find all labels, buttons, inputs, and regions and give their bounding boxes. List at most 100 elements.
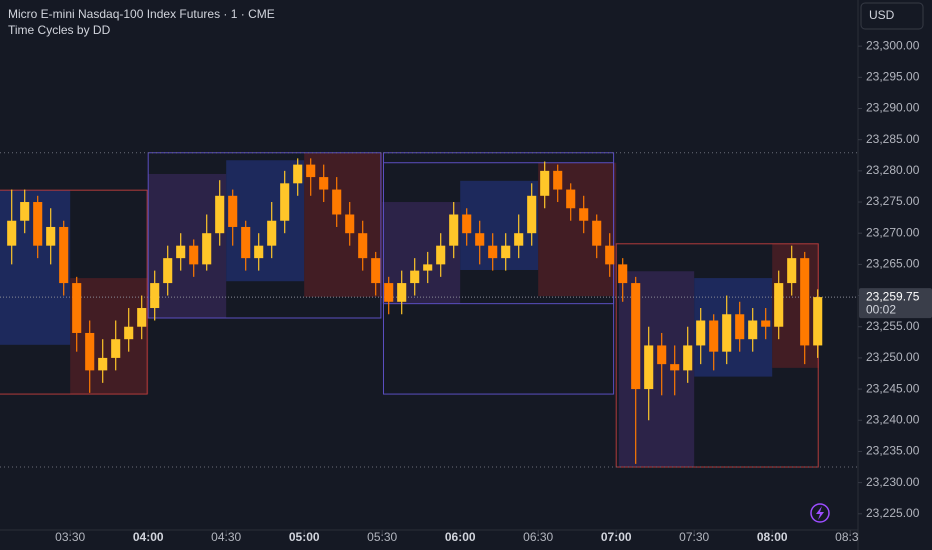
- cycle-fill: [304, 152, 383, 297]
- candle-body: [787, 258, 797, 284]
- candle-body: [566, 189, 576, 209]
- candle-body: [462, 214, 472, 234]
- cycle-fill: [618, 271, 695, 468]
- candle-body: [735, 314, 745, 340]
- last-price-label: 23,259.75: [866, 289, 920, 303]
- candle-body: [293, 164, 303, 184]
- candle-body: [345, 214, 355, 234]
- chart-title: Micro E-mini Nasdaq-100 Index Futures · …: [8, 7, 275, 21]
- candle-body: [33, 202, 43, 246]
- candle-body: [59, 226, 69, 284]
- candle-body: [774, 283, 784, 327]
- cycle-fill: [70, 278, 149, 395]
- currency-button[interactable]: [860, 2, 924, 30]
- candle-body: [267, 220, 277, 246]
- candle-body: [540, 170, 550, 196]
- y-tick-label: 23,225.00: [866, 506, 920, 520]
- candle-body: [592, 220, 602, 246]
- candle-body: [748, 320, 758, 340]
- candle-body: [644, 345, 654, 390]
- x-tick-label: 07:30: [679, 530, 709, 544]
- candle-body: [20, 202, 30, 221]
- candle-body: [358, 233, 368, 259]
- candle-body: [85, 332, 95, 371]
- candle-body: [306, 164, 316, 178]
- candle-body: [501, 245, 511, 259]
- candle-body: [397, 283, 407, 302]
- y-tick-label: 23,295.00: [866, 69, 920, 83]
- y-tick-label: 23,255.00: [866, 319, 920, 333]
- candle-body: [215, 195, 225, 234]
- candle-body: [683, 345, 693, 371]
- candle-body: [150, 283, 160, 309]
- candle-body: [98, 357, 108, 371]
- chart-subtitle: Time Cycles by DD: [8, 23, 111, 37]
- candle-body: [423, 264, 433, 271]
- candle-body: [670, 364, 680, 371]
- x-tick-label: 04:30: [211, 530, 241, 544]
- y-tick-label: 23,240.00: [866, 412, 920, 426]
- x-tick-label: 06:30: [523, 530, 553, 544]
- candle-body: [254, 245, 264, 259]
- candle-body: [72, 283, 82, 333]
- candle-body: [631, 283, 641, 390]
- countdown-label: 00:02: [866, 302, 896, 316]
- candle-body: [813, 297, 823, 346]
- cycle-fill: [538, 162, 617, 297]
- candle-body: [618, 264, 628, 284]
- candle-body: [137, 308, 147, 327]
- candle-body: [527, 195, 537, 234]
- cycle-outline: [383, 152, 615, 395]
- candle-body: [605, 245, 615, 265]
- candle-body: [46, 226, 56, 246]
- candle-body: [384, 283, 394, 302]
- candle-body: [410, 270, 420, 284]
- y-tick-label: 23,230.00: [866, 475, 920, 489]
- plot-area: [0, 152, 858, 468]
- x-tick-label: 06:00: [445, 530, 476, 544]
- candle-body: [436, 245, 446, 265]
- candle-body: [202, 233, 212, 265]
- candle-body: [709, 320, 719, 352]
- x-tick-label: 05:30: [367, 530, 397, 544]
- y-tick-label: 23,285.00: [866, 132, 920, 146]
- last-price-tag: [859, 288, 932, 319]
- x-tick-label: 08:30: [835, 530, 865, 544]
- y-tick-label: 23,275.00: [866, 194, 920, 208]
- candle-body: [488, 245, 498, 259]
- candle-body: [761, 320, 771, 327]
- candle-body: [241, 226, 251, 259]
- candle-body: [579, 208, 589, 221]
- candle-body: [163, 258, 173, 284]
- replay-icon[interactable]: [810, 503, 830, 523]
- currency-label[interactable]: USD: [869, 8, 895, 22]
- x-tick-label: 04:00: [133, 530, 164, 544]
- y-tick-label: 23,250.00: [866, 350, 920, 364]
- candle-body: [111, 339, 121, 358]
- cycle-outline: [0, 189, 148, 395]
- candle-body: [514, 233, 524, 246]
- cycle-fill: [694, 278, 773, 377]
- y-tick-label: 23,235.00: [866, 444, 920, 458]
- candle-body: [332, 189, 342, 215]
- y-tick-label: 23,265.00: [866, 257, 920, 271]
- candle-body: [7, 220, 17, 246]
- candle-body: [228, 195, 238, 227]
- x-tick-label: 08:00: [757, 530, 788, 544]
- cycle-fill: [382, 202, 461, 304]
- candle-body: [800, 258, 810, 346]
- y-tick-label: 23,245.00: [866, 381, 920, 395]
- y-tick-label: 23,290.00: [866, 101, 920, 115]
- candle-body: [280, 183, 290, 221]
- candle-body: [553, 170, 563, 190]
- cycle-fill: [226, 160, 305, 282]
- x-tick-label: 07:00: [601, 530, 632, 544]
- candle-body: [722, 314, 732, 352]
- candle-body: [371, 258, 381, 284]
- cycle-fill: [460, 180, 539, 270]
- candle-body: [696, 320, 706, 346]
- y-tick-label: 23,300.00: [866, 38, 920, 52]
- candle-body: [319, 177, 329, 190]
- candle-body: [176, 245, 186, 259]
